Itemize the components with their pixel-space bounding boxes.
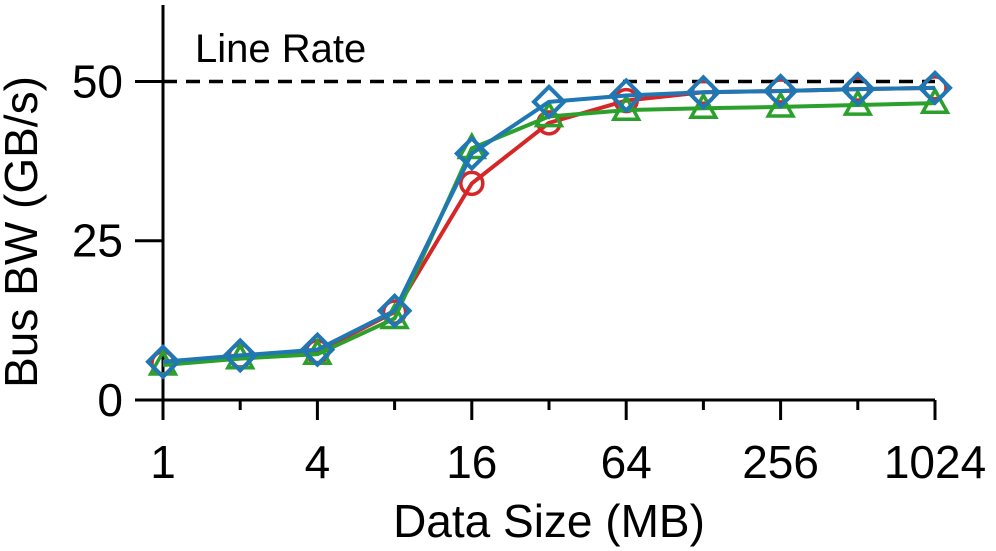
data-point-circle [459,170,485,197]
data-point-diamond [531,84,567,120]
data-point-diamond [608,77,645,114]
y-tick-label: 25 [72,215,123,267]
data-point-diamond [453,135,490,172]
data-point-triangle [919,86,951,114]
x-tick-label: 1024 [884,436,986,488]
data-point-diamond [839,71,876,107]
data-point-triangle [688,91,719,120]
x-tick-label: 4 [305,436,331,488]
y-tick-label: 50 [72,55,123,107]
data-point-diamond [145,343,181,380]
data-point-diamond [917,69,953,106]
line-rate-label: Line Rate [195,27,366,71]
x-axis-title: Data Size (MB) [393,495,705,547]
y-axis-title: Bus BW (GB/s) [0,76,47,388]
x-tick-label: 1 [150,436,176,488]
data-point-triangle [842,88,874,116]
data-point-triangle [765,90,796,118]
data-point-diamond [376,292,413,329]
x-tick-label: 16 [446,436,497,488]
series-group [145,69,953,380]
data-point-triangle [610,93,642,121]
data-point-diamond [762,73,799,109]
series-line [162,85,936,364]
line-rate-reference: Line Rate [163,27,935,84]
data-point-diamond [685,74,722,111]
y-tick-label: 0 [97,374,123,426]
series-diamond [145,69,953,380]
data-point-diamond [222,337,259,374]
x-tick-label: 64 [601,436,652,488]
series-circle [150,75,948,376]
x-tick-label: 256 [742,436,819,488]
series-line [162,101,936,367]
y-ticks: 0 25 50 [72,55,163,426]
data-point-triangle [533,99,565,128]
x-ticks: 1 4 16 64 256 1024 [150,400,986,488]
data-point-diamond [299,331,336,368]
series-line [162,85,936,366]
